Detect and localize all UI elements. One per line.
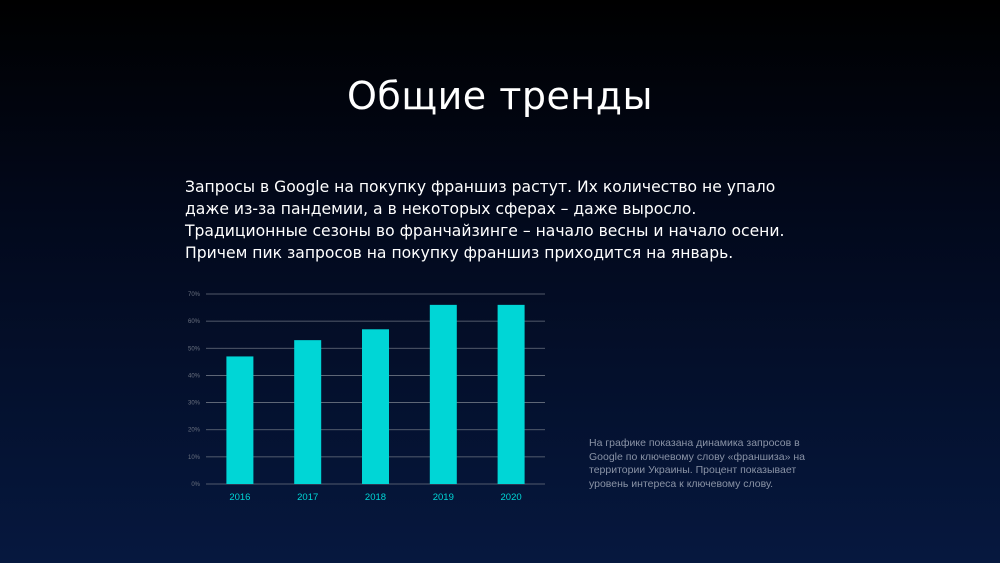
x-tick-label: 2020 (501, 492, 522, 503)
x-tick-label: 2018 (365, 492, 386, 503)
slide-body-text: Запросы в Google на покупку франшиз раст… (185, 178, 785, 262)
bar-chart-svg: 0% 10% 20% 30% 40% 50% 60% 70% 2016 2017 2018 2019 2… (188, 292, 545, 503)
x-tick-label: 2017 (297, 492, 318, 503)
y-tick-label: 70% (188, 292, 201, 298)
y-tick-label: 20% (188, 428, 201, 434)
bar-2016 (226, 356, 254, 484)
y-tick-label: 30% (188, 401, 201, 407)
y-tick-label: 40% (188, 373, 201, 379)
bar-chart: 0% 10% 20% 30% 40% 50% 60% 70% 2016 2017 2018 2019 2… (180, 285, 560, 510)
y-tick-label: 50% (188, 346, 201, 352)
y-tick-label: 0% (191, 482, 200, 488)
x-tick-label: 2016 (229, 492, 250, 503)
bar-2018 (362, 329, 389, 484)
bar-2017 (294, 340, 322, 484)
chart-caption-note: На графике показана динамика запросов в … (589, 437, 805, 490)
x-tick-label: 2019 (433, 492, 454, 503)
bar-2020 (497, 304, 525, 484)
slide-title: Общие тренды (346, 74, 654, 118)
y-tick-label: 10% (188, 455, 201, 461)
y-tick-label: 60% (188, 319, 201, 325)
bar-2019 (429, 304, 457, 484)
